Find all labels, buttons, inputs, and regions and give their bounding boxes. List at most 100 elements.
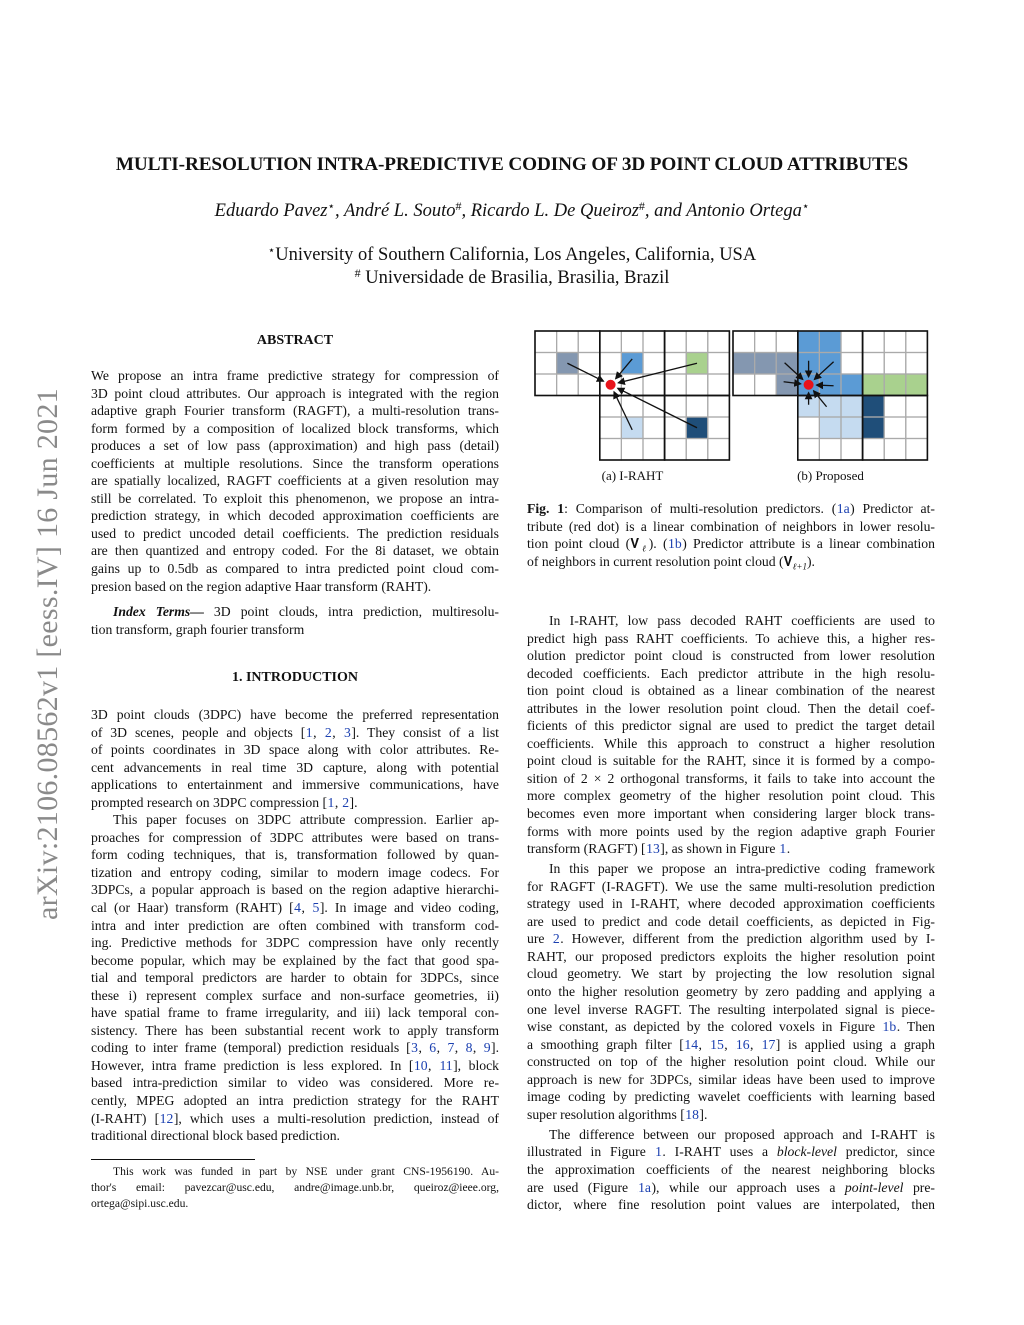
grid-cell (599, 416, 623, 440)
text-line: traditional directional block based pred… (91, 1128, 340, 1144)
text-line: sition of 2 × 2 orthogonal transforms, i… (527, 770, 935, 786)
grid-cell (905, 394, 928, 418)
voxel-cell (776, 374, 798, 396)
math-subscript: ℓ+1 (792, 561, 807, 572)
grid-cell (732, 330, 756, 354)
emphasis: point-level (844, 1179, 904, 1195)
text-line: become popular, which may be explained b… (91, 952, 499, 968)
text-line: prompted research on 3DPC compression [{… (91, 794, 358, 810)
text-line: olution predictor point cloud is constru… (527, 648, 935, 664)
index-terms-line: tion transform, graph fourier transform (91, 621, 305, 637)
text-line: strategy used in I-RAHT, where decoded a… (527, 896, 935, 912)
citation-link[interactable]: 3 (411, 1040, 418, 1056)
text-line: This paper focuses on 3DPC attribute com… (113, 812, 499, 828)
voxel-cell (819, 417, 841, 439)
grid-cell (556, 330, 579, 354)
text-line: coding to inter frame (temporal) predict… (91, 1040, 500, 1056)
text-line: We propose an intra frame predictive str… (91, 368, 499, 383)
citation-link[interactable]: 4 (294, 900, 302, 916)
grid-cell (883, 351, 907, 375)
citation-link[interactable]: 11 (439, 1057, 453, 1073)
grid-cell (862, 437, 885, 461)
text-line: decoded coefficients. Each predictor att… (527, 665, 935, 681)
citation-link[interactable]: 1a (836, 501, 850, 516)
paragraph: In I-RAHT, low pass decoded RAHT coeffic… (527, 612, 935, 858)
prediction-arrow (784, 362, 804, 381)
text-line: ing. Predictive methods for 3DPC compres… (91, 935, 499, 951)
citation-link[interactable]: 1a (638, 1179, 651, 1195)
citation-link[interactable]: 1b (668, 536, 682, 551)
citation-link[interactable]: 2 (342, 794, 350, 810)
grid-cell (883, 437, 907, 461)
paragraph: 3D point clouds (3DPC) have become the p… (91, 706, 499, 811)
citation-link[interactable]: 1 (655, 1144, 662, 1160)
citation-link[interactable]: 5 (312, 900, 320, 916)
citation-link[interactable]: 14 (684, 1036, 699, 1052)
text-line: dictor, where fine resolution point valu… (527, 1197, 935, 1213)
text-line: super resolution algorithms [{18}]. (527, 1106, 708, 1122)
citation-link[interactable]: 2 (552, 931, 560, 947)
citation-link[interactable]: 10 (413, 1057, 428, 1073)
citation-link[interactable]: 1b (882, 1019, 897, 1035)
predicted-point-dot (803, 379, 814, 390)
grid-cell (797, 437, 820, 461)
text-line: transform (RAGFT) [{13}], as shown in Fi… (527, 841, 791, 857)
citation-link[interactable]: 1 (779, 841, 787, 857)
grid-cell (707, 394, 731, 418)
citation-link[interactable]: 3 (344, 724, 351, 740)
prediction-arrow (613, 390, 633, 431)
voxel-cell (776, 352, 798, 374)
text-line: one level inverse RAGFT. The resulting i… (527, 1001, 935, 1017)
grid-cell (664, 437, 687, 461)
citation-link[interactable]: 17 (761, 1036, 776, 1052)
affiliation-mark: ⋆ (267, 243, 276, 257)
text-line: becomes even more important when conside… (527, 806, 935, 822)
block-border (861, 394, 929, 461)
citation-link[interactable]: 7 (447, 1040, 455, 1056)
voxel-cell (556, 352, 579, 374)
grid-cell (754, 373, 777, 397)
citation-link[interactable]: 13 (646, 841, 660, 857)
grid-cell (534, 351, 558, 375)
voxel-cell (797, 395, 820, 417)
grid-cell (599, 351, 623, 375)
grid-cell (883, 394, 907, 418)
text-line: (I-RAHT) [{12}], which uses a multi-reso… (91, 1110, 499, 1126)
voxel-cell (905, 374, 928, 396)
citation-link[interactable]: 8 (465, 1040, 473, 1056)
text-line: ficients of this predictor signal are us… (527, 718, 935, 734)
text-line: more complex geometry of the higher reso… (527, 788, 935, 804)
paragraph: The difference between our proposed appr… (527, 1126, 935, 1214)
text-line: Fig. 1: Comparison of multi-resolution p… (527, 501, 935, 516)
author-name: Ricardo L. De Queiroz (470, 201, 639, 221)
citation-link[interactable]: 9 (483, 1040, 491, 1056)
grid-cell (775, 330, 799, 354)
voxel-cell (621, 417, 643, 439)
voxel-cell (754, 352, 777, 374)
voxel-cell (841, 374, 863, 396)
citation-link[interactable]: 12 (159, 1110, 174, 1126)
citation-link[interactable]: 1 (305, 724, 313, 740)
citation-link[interactable]: 18 (685, 1106, 699, 1122)
citation-link[interactable]: 15 (710, 1036, 724, 1052)
grid-cell (642, 351, 666, 375)
text-line: are then quantized and entropy coded. Fo… (91, 543, 499, 559)
predicted-point-dot (605, 379, 616, 390)
figure-1-graphic (534, 330, 929, 461)
affiliation-mark: # (354, 266, 361, 280)
grid-cell (556, 373, 579, 397)
citation-link[interactable]: 16 (735, 1036, 750, 1052)
prediction-arrow (815, 381, 834, 390)
index-terms-label: Index Terms— (113, 604, 204, 619)
text-line: In I-RAHT, low pass decoded RAHT coeffic… (549, 613, 935, 628)
affiliation-usc: ⋆University of Southern California, Los … (0, 243, 1024, 266)
index-terms-line: Index Terms— 3D point clouds, intra pred… (91, 603, 499, 621)
paragraph: Fig. 1: Comparison of multi-resolution p… (527, 500, 935, 572)
paragraph: In this paper we propose an intra-predic… (527, 860, 935, 1123)
arxiv-stamp: arXiv:2106.08562v1 [eess.IV] 16 Jun 2021 (31, 388, 64, 920)
author-name: André L. Souto (343, 201, 456, 221)
citation-link[interactable]: 6 (429, 1040, 437, 1056)
grid-cell (642, 437, 666, 461)
citation-link[interactable]: 2 (324, 724, 332, 740)
citation-link[interactable]: 1 (327, 794, 335, 810)
